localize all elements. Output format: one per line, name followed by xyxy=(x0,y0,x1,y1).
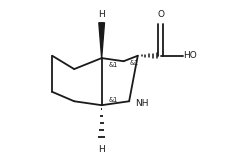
Text: H: H xyxy=(98,145,105,154)
Text: &1: &1 xyxy=(128,60,138,66)
Text: NH: NH xyxy=(135,99,148,108)
Text: O: O xyxy=(156,10,163,19)
Text: HO: HO xyxy=(183,51,196,60)
Polygon shape xyxy=(98,23,104,58)
Text: &1: &1 xyxy=(108,97,117,103)
Text: &1: &1 xyxy=(108,62,117,68)
Text: H: H xyxy=(98,10,105,19)
